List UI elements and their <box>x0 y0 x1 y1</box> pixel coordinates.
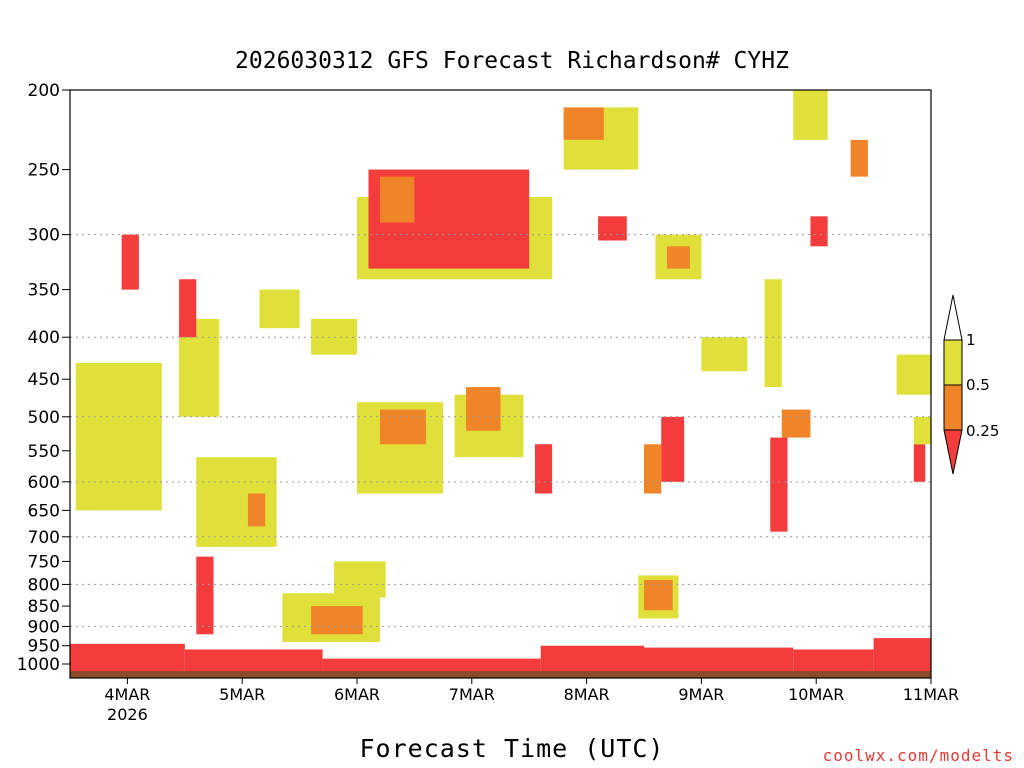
heatmap-cell-4 <box>644 647 794 673</box>
ytick-label-1000: 1000 <box>17 655 60 675</box>
xtick-sublabel-4MAR: 2026 <box>107 705 148 724</box>
ytick-label-400: 400 <box>28 328 60 348</box>
heatmap-cell-36 <box>850 139 868 177</box>
xtick-label-9MAR: 9MAR <box>678 685 724 704</box>
heatmap-cell-32 <box>701 337 748 372</box>
heatmap-cell-5 <box>793 649 874 673</box>
heatmap-cell-9 <box>311 606 363 635</box>
heatmap-cell-1 <box>184 649 323 675</box>
heatmap-cell-28 <box>661 416 685 482</box>
ytick-label-850: 850 <box>28 597 60 617</box>
colorbar-arrow-top <box>943 294 963 341</box>
ytick-label-650: 650 <box>28 501 60 521</box>
heatmap-cell-19 <box>466 387 501 431</box>
heatmap-cell-22 <box>379 176 415 223</box>
heatmap-cell-27 <box>666 246 690 269</box>
heatmap-cell-25 <box>598 216 627 241</box>
heatmap-cell-34 <box>781 409 811 438</box>
ytick-label-600: 600 <box>28 473 60 493</box>
ytick-label-250: 250 <box>28 161 60 181</box>
heatmap-cell-45 <box>764 279 782 388</box>
heatmap-cell-42 <box>121 234 139 290</box>
xtick-label-5MAR: 5MAR <box>219 685 265 704</box>
colorbar-bin-1 <box>943 384 963 431</box>
heatmap-cell-29 <box>644 444 662 494</box>
heatmap-cell-40 <box>913 416 931 445</box>
heatmap-cell-41 <box>179 279 197 338</box>
heatmap-cell-0 <box>70 643 185 675</box>
heatmap-cell-37 <box>793 90 828 140</box>
ytick-label-450: 450 <box>28 370 60 390</box>
heatmap-cell-33 <box>770 437 788 532</box>
colorbar-label-1: 0.5 <box>966 376 990 394</box>
colorbar-label-0: 1 <box>966 331 976 349</box>
colorbar-bin-0 <box>943 339 963 386</box>
heatmap-cell-31 <box>644 579 673 611</box>
heatmap-cell-6 <box>873 638 931 673</box>
plot-frame <box>69 89 932 679</box>
xtick-label-10MAR: 10MAR <box>788 685 844 704</box>
heatmap-cell-39 <box>913 444 926 482</box>
heatmap-cell-38 <box>896 354 931 395</box>
heatmap-cell-14 <box>259 289 300 329</box>
ytick-label-900: 900 <box>28 617 60 637</box>
heatmap-cell-3 <box>540 645 644 675</box>
x-axis-title: Forecast Time (UTC) <box>359 734 665 763</box>
ytick-label-550: 550 <box>28 442 60 462</box>
xtick-label-11MAR: 11MAR <box>903 685 959 704</box>
heatmap-cell-44 <box>534 444 553 494</box>
heatmap-cell-43 <box>196 556 214 635</box>
heatmap-cell-24 <box>563 107 604 140</box>
xtick-label-4MAR: 4MAR <box>104 685 150 704</box>
colorbar-label-2: 0.25 <box>966 422 999 440</box>
colorbar-legend: 1 0.5 0.25 <box>943 294 999 475</box>
ground-band <box>70 671 931 678</box>
heatmap-cell-10 <box>75 363 162 511</box>
xtick-label-6MAR: 6MAR <box>334 685 380 704</box>
xtick-label-8MAR: 8MAR <box>564 685 610 704</box>
ytick-label-950: 950 <box>28 637 60 657</box>
heatmap-cell-13 <box>247 493 266 527</box>
chart-title: 2026030312 GFS Forecast Richardson# CYHZ <box>235 48 789 74</box>
heatmap-cell-17 <box>379 409 426 445</box>
y-axis-ticks: 200 250 300 350 400 450 500 550 600 650 700 750 8008… <box>17 81 70 675</box>
ytick-label-750: 750 <box>28 552 60 572</box>
heatmap-regions <box>70 90 931 675</box>
heatmap-cell-8 <box>334 561 386 598</box>
colorbar-arrow-bottom <box>943 429 963 475</box>
xtick-label-7MAR: 7MAR <box>449 685 495 704</box>
heatmap-cell-2 <box>322 658 541 675</box>
heatmap-cell-35 <box>810 216 828 247</box>
ytick-label-200: 200 <box>28 81 60 101</box>
ytick-label-500: 500 <box>28 408 60 428</box>
credit-link[interactable]: coolwx.com/modelts <box>822 746 1014 765</box>
ytick-label-350: 350 <box>28 281 60 301</box>
ytick-label-300: 300 <box>28 226 60 246</box>
ytick-label-700: 700 <box>28 528 60 548</box>
ground-layer <box>70 671 931 678</box>
ytick-label-800: 800 <box>28 575 60 595</box>
